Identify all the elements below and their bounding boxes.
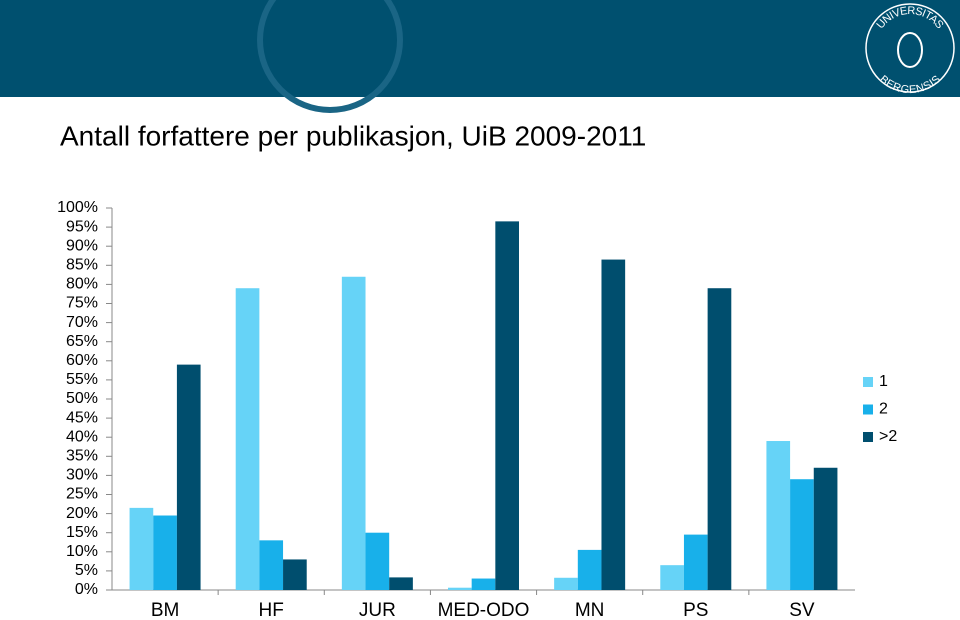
y-tick-label: 65% [66,333,98,350]
legend-swatch [863,377,873,387]
legend-swatch [863,404,873,415]
y-tick-label: 25% [66,486,98,503]
y-tick-label: 95% [66,218,98,235]
y-tick-label: 20% [66,505,98,522]
x-tick-label: MN [575,600,605,620]
y-tick-label: 90% [66,237,98,254]
bar [365,532,390,590]
legend-label: 2 [879,401,888,418]
bar [153,515,177,590]
y-tick-label: 60% [66,352,98,369]
y-tick-label: 0% [75,581,98,598]
x-tick-label: BM [151,600,180,620]
bar [389,577,413,590]
x-tick-label: SV [789,600,815,620]
y-tick-label: 70% [66,314,98,331]
header-decor [257,0,403,113]
bar [471,578,496,590]
y-tick-label: 45% [66,409,98,426]
x-tick-label: HF [259,600,284,620]
bar [176,364,201,590]
bar [766,441,791,590]
bar [235,288,260,590]
bar [601,259,626,590]
bar [660,565,684,590]
bar [495,221,520,590]
bar [283,559,307,590]
y-tick-label: 10% [66,543,98,560]
y-tick-label: 80% [66,276,98,293]
legend-label: 1 [879,373,888,390]
bar [683,534,708,590]
bar [447,587,472,590]
y-tick-label: 5% [75,562,98,579]
y-tick-label: 40% [66,428,98,445]
bar [259,540,284,590]
legend-label: >2 [879,428,897,445]
legend-swatch [863,432,873,442]
x-tick-label: JUR [359,600,396,620]
bar [707,288,732,590]
bar [554,577,578,590]
header-band [0,0,960,97]
y-tick-label: 30% [66,467,98,484]
logo-ring [865,3,955,93]
x-tick-label: MED-ODO [438,600,530,620]
y-tick-label: 15% [66,524,98,541]
x-tick-label: PS [683,600,708,620]
logo-owl [897,32,923,68]
y-tick-label: 35% [66,448,98,465]
bar [813,467,838,590]
plot: 0% 5% 10% 15% 20% 25% 30% 35% 40% 45% 50% 55% 60% 65%… [57,199,897,620]
y-tick-label: 85% [66,257,98,274]
chart-title: Antall forfattere per publikasjon, UiB 2… [60,120,646,151]
y-tick-label: 50% [66,390,98,407]
y-tick-label: 75% [66,295,98,312]
bar [790,479,814,590]
y-tick-label: 100% [57,199,98,216]
bar [577,549,602,590]
bar [341,276,366,590]
bar [129,507,154,590]
y-tick-label: 55% [66,371,98,388]
